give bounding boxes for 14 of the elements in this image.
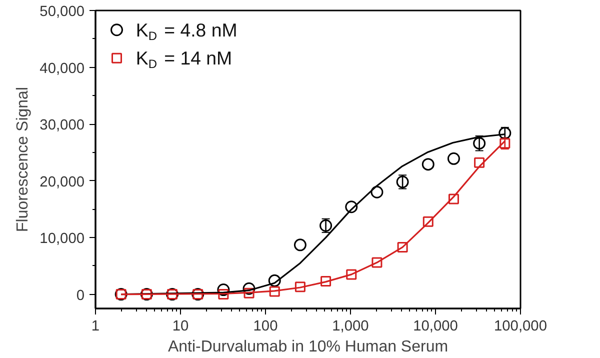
y-axis-title: Fluorescence Signal bbox=[14, 87, 32, 232]
x-tick-label: 1,000 bbox=[332, 318, 369, 334]
x-axis-title: Anti-Durvalumab in 10% Human Serum bbox=[168, 338, 448, 356]
y-tick-label: 30,000 bbox=[40, 118, 84, 134]
y-tick-label: 50,000 bbox=[40, 4, 84, 20]
x-tick-label: 100,000 bbox=[494, 318, 547, 334]
x-tick-label: 10,000 bbox=[413, 318, 458, 334]
x-tick-label: 100 bbox=[253, 318, 278, 334]
y-tick-label: 40,000 bbox=[40, 60, 84, 77]
x-tick-label: 1 bbox=[91, 318, 100, 334]
y-tick-label: 10,000 bbox=[40, 231, 84, 248]
x-tick-label: 10 bbox=[172, 318, 189, 334]
y-tick-label: 0 bbox=[76, 288, 85, 304]
y-tick-label: 20,000 bbox=[40, 174, 84, 190]
